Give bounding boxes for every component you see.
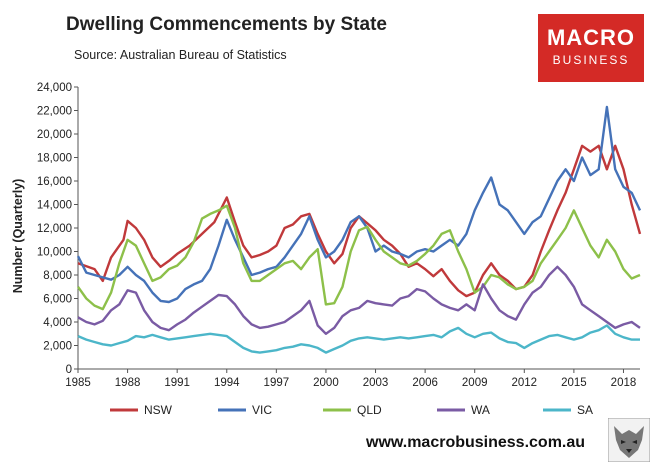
chart-subtitle: Source: Australian Bureau of Statistics [74, 48, 287, 62]
chart-series [76, 105, 642, 354]
x-tick-label: 2000 [313, 377, 339, 389]
legend-label-nsw: NSW [144, 403, 173, 417]
x-tick-label: 2018 [611, 377, 637, 389]
x-tick-label: 2015 [561, 377, 587, 389]
dwelling-commencements-chart: 0 2,000 4,000 6,000 8,000 10,000 12,000 14,000 1… [11, 82, 642, 417]
y-axis-label: Number (Quarterly) [11, 179, 25, 294]
y-tick-label: 10,000 [37, 247, 72, 259]
x-tick-label: 1997 [264, 377, 290, 389]
series-line-nsw [77, 144, 642, 298]
chart-axes: 0 2,000 4,000 6,000 8,000 10,000 12,000 14,000 1… [37, 82, 640, 389]
x-tick-label: 2009 [462, 377, 488, 389]
logo-line-macro: MACRO [546, 25, 636, 50]
macrobusiness-logo[interactable]: MACRO BUSINESS [538, 14, 644, 82]
y-tick-label: 22,000 [37, 106, 72, 118]
chart-legend: NSW VIC QLD WA SA [110, 403, 593, 417]
y-tick-label: 24,000 [37, 82, 72, 94]
x-tick-label: 2006 [412, 377, 438, 389]
legend-label-qld: QLD [357, 403, 382, 417]
logo-line-business: BUSINESS [552, 53, 630, 67]
y-tick-label: 6,000 [43, 294, 72, 306]
legend-label-sa: SA [577, 403, 593, 417]
y-tick-label: 8,000 [43, 270, 72, 282]
y-tick-label: 4,000 [43, 317, 72, 329]
y-tick-label: 14,000 [37, 200, 72, 212]
y-tick-label: 2,000 [43, 341, 72, 353]
website-url[interactable]: www.macrobusiness.com.au [366, 434, 586, 451]
x-tick-label: 2012 [511, 377, 537, 389]
series-line-vic [76, 105, 642, 304]
chart-title: Dwelling Commencements by State [66, 14, 387, 35]
x-tick-label: 1994 [214, 377, 240, 389]
y-tick-label: 16,000 [37, 176, 72, 188]
x-tick-label: 1988 [115, 377, 141, 389]
x-tick-label: 1991 [164, 377, 190, 389]
x-tick-label: 1985 [65, 377, 91, 389]
x-tick-label: 2003 [363, 377, 389, 389]
y-tick-label: 12,000 [37, 223, 72, 235]
series-line-qld [77, 204, 641, 311]
wolf-icon [608, 418, 650, 462]
legend-label-vic: VIC [252, 403, 272, 417]
y-tick-label: 18,000 [37, 153, 72, 165]
series-line-wa [77, 265, 641, 335]
y-tick-label: 0 [66, 364, 72, 376]
legend-label-wa: WA [471, 403, 490, 417]
y-tick-label: 20,000 [37, 129, 72, 141]
series-line-sa [77, 324, 640, 354]
